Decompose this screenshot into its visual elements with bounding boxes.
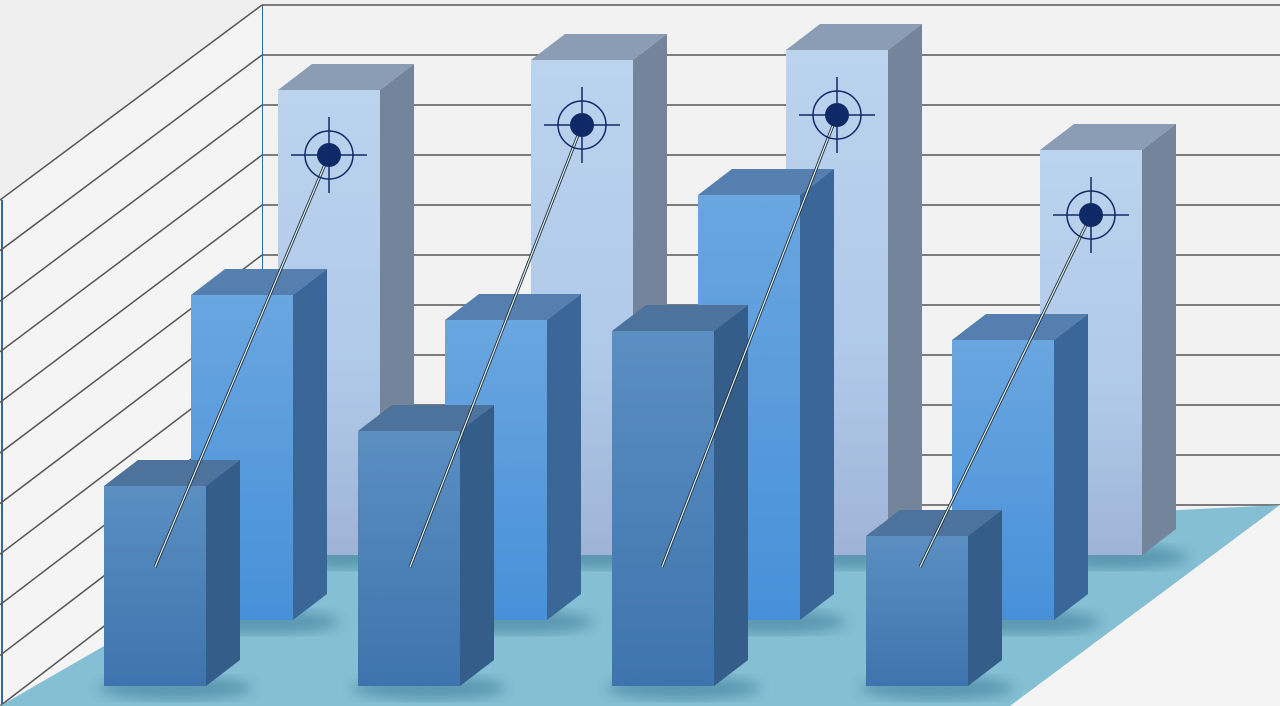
bar-side (968, 510, 1002, 686)
floor-margin (1010, 505, 1280, 706)
bar-top (786, 24, 922, 50)
bar-front (104, 486, 206, 686)
bar-top (104, 460, 240, 486)
bar-top (445, 294, 581, 320)
bar-side (547, 294, 581, 620)
bar-front (358, 431, 460, 686)
left-gridline (0, 204, 263, 403)
left-gridline (0, 154, 263, 353)
bar (606, 305, 760, 700)
bar-side (888, 24, 922, 555)
target-icon (544, 87, 620, 163)
bar (860, 510, 1014, 700)
target-icon (291, 117, 367, 193)
bar (185, 269, 339, 634)
bar-side (1054, 314, 1088, 620)
bar-top (191, 269, 327, 295)
bar-top (612, 305, 748, 331)
bar (692, 169, 846, 634)
pointer-line (661, 114, 838, 568)
bar-side (1142, 124, 1176, 555)
bar-side (460, 405, 494, 686)
bar-top (278, 64, 414, 90)
bar-top (866, 510, 1002, 536)
bar-top (531, 34, 667, 60)
bar-top (358, 405, 494, 431)
pointer-line (154, 154, 330, 568)
bar (98, 460, 252, 700)
left-gridline (0, 4, 263, 201)
pointer-line (919, 214, 1092, 568)
bar-front (866, 536, 968, 686)
bar-side (714, 305, 748, 686)
target-icon (1053, 177, 1129, 253)
bar-side (206, 460, 240, 686)
bar-top (952, 314, 1088, 340)
left-gridline (0, 104, 263, 302)
bar-side (800, 169, 834, 620)
left-gridline (0, 54, 263, 252)
bar-top (698, 169, 834, 195)
bar (352, 405, 506, 700)
bar-front (612, 331, 714, 686)
pointer-line (409, 124, 583, 568)
bar-top (1040, 124, 1176, 150)
bar-side (293, 269, 327, 620)
target-icon (799, 77, 875, 153)
